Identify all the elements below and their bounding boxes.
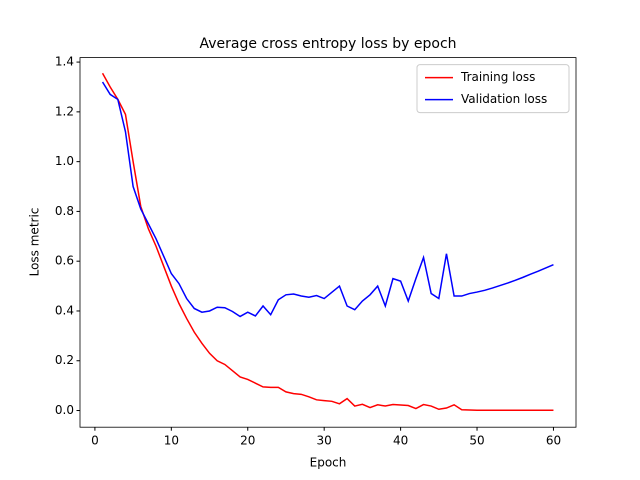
y-tick-label: 0.4 (55, 303, 74, 317)
y-tick-label: 0.8 (55, 204, 74, 218)
legend-box (416, 64, 570, 114)
line-series (101, 72, 554, 412)
chart-title: Average cross entropy loss by epoch (199, 36, 456, 52)
y-axis-label: Loss metric (28, 208, 42, 277)
x-tick-label: 0 (91, 434, 99, 448)
line-series (101, 81, 554, 318)
x-tick-label: 10 (164, 434, 179, 448)
y-tick-label: 1.0 (55, 154, 74, 168)
y-tick-label: 0.0 (55, 403, 74, 417)
x-axis-label: Epoch (310, 456, 347, 470)
y-tick-label: 1.2 (55, 104, 74, 118)
x-tick-label: 60 (546, 434, 561, 448)
y-tick-label: 0.2 (55, 353, 74, 367)
x-tick-label: 40 (393, 434, 408, 448)
x-tick-label: 20 (240, 434, 255, 448)
y-tick-label: 1.4 (55, 55, 74, 69)
x-tick-label: 30 (317, 434, 332, 448)
y-tick-label: 0.6 (55, 254, 74, 268)
legend-label: Validation loss (461, 92, 547, 106)
legend-label: Training loss (460, 70, 535, 84)
axes-frame (79, 57, 577, 428)
x-tick-label: 50 (469, 434, 484, 448)
